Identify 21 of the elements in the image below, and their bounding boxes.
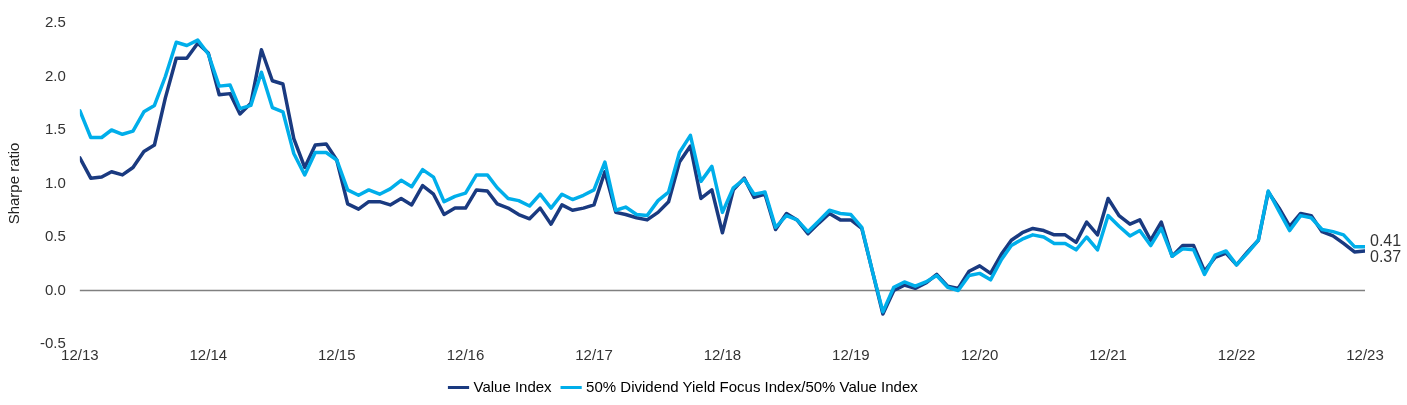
y-axis-title: Sharpe ratio [5,142,23,225]
x-tick-label: 12/17 [575,346,613,364]
y-tick-label: 1.0 [44,173,66,191]
annotation: 0.37 [1370,248,1402,266]
y-tick-label: 1.5 [44,120,66,138]
legend-label: Value Index [473,377,553,395]
legend-label: 50% Dividend Yield Focus Index/50% Value Index [586,377,919,395]
y-tick-label: 0.0 [44,280,66,298]
y-tick-label: 2.0 [44,66,66,84]
y-tick-label: 0.5 [44,227,66,245]
x-tick-label: 12/18 [703,346,742,364]
y-tick-label: 2.5 [44,13,66,31]
x-tick-label: 12/15 [317,346,356,364]
x-tick-label: 12/23 [1346,346,1384,364]
x-tick-label: 12/16 [446,346,485,364]
x-tick-label: 12/21 [1089,346,1127,364]
x-tick-label: 12/22 [1217,346,1256,364]
x-tick-label: 12/14 [189,346,228,364]
x-tick-label: 12/19 [832,346,870,364]
annotation: 0.41 [1370,232,1402,250]
x-tick-label: 12/20 [960,346,999,364]
